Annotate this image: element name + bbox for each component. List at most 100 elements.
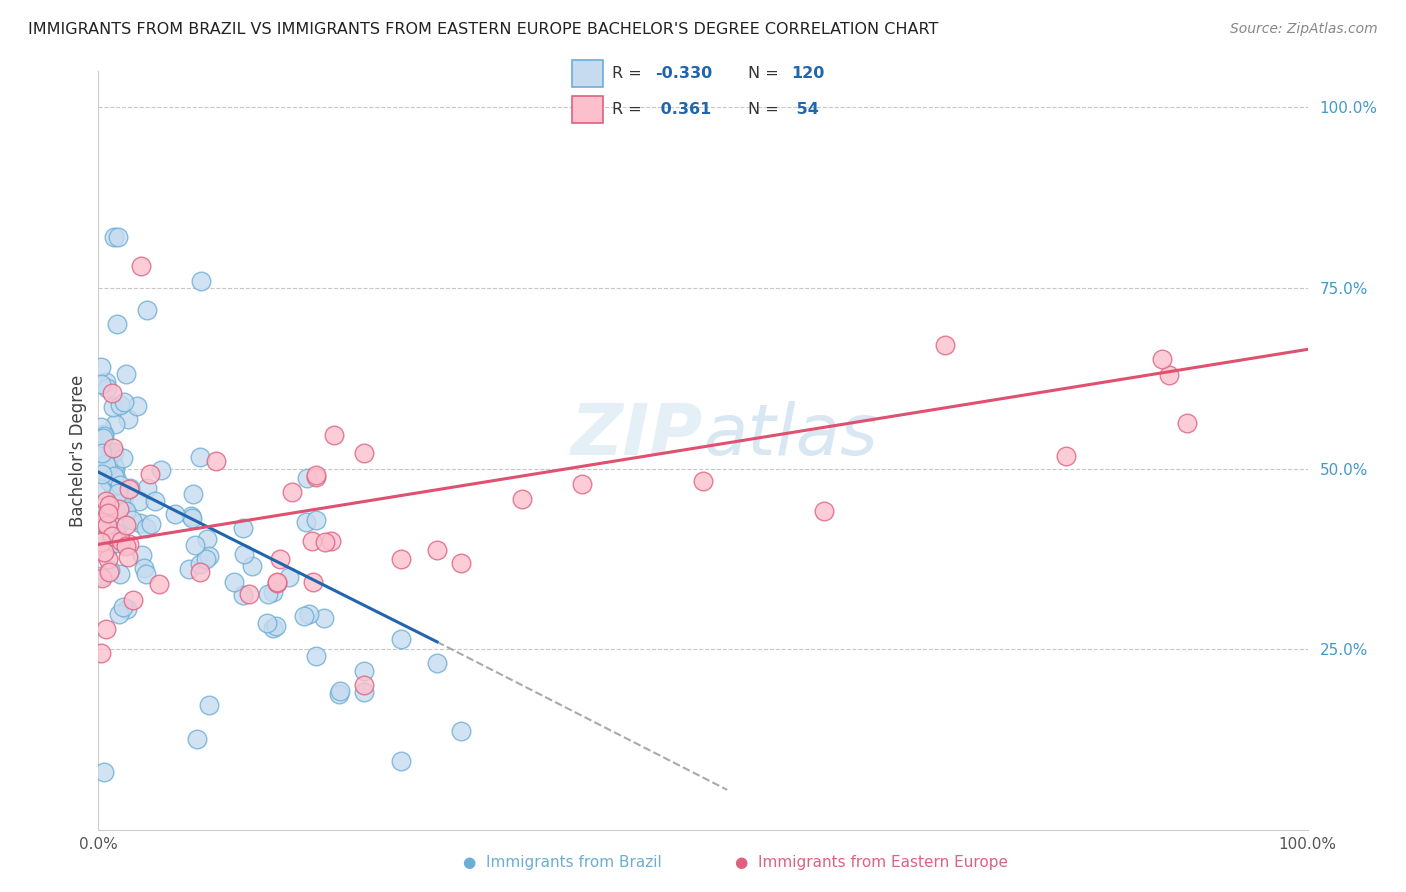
Point — [117, 550, 139, 565]
Point — [195, 552, 218, 566]
Point — [105, 525, 128, 540]
Point — [90, 571, 112, 585]
Point — [94, 375, 117, 389]
Point — [108, 478, 131, 492]
Point — [107, 486, 129, 500]
Text: 120: 120 — [792, 66, 825, 81]
Point — [101, 480, 124, 494]
Point — [205, 454, 228, 468]
Point — [262, 585, 284, 599]
Bar — [572, 96, 603, 123]
Point — [353, 678, 375, 692]
Text: Source: ZipAtlas.com: Source: ZipAtlas.com — [1230, 22, 1378, 37]
Point — [305, 649, 328, 664]
Point — [195, 532, 218, 546]
Point — [328, 687, 350, 701]
Point — [266, 575, 288, 590]
Point — [125, 399, 148, 413]
Point — [180, 508, 202, 523]
Point — [150, 463, 173, 477]
Point — [94, 494, 117, 508]
Point — [101, 401, 124, 415]
Point — [232, 588, 254, 602]
Point — [97, 565, 120, 579]
Point — [181, 511, 204, 525]
Point — [135, 521, 157, 535]
Point — [97, 464, 120, 478]
Point — [305, 468, 328, 483]
Point — [232, 547, 254, 561]
Point — [117, 483, 139, 497]
Point — [295, 470, 318, 484]
Text: N =: N = — [748, 66, 785, 81]
Point — [108, 398, 131, 412]
Point — [305, 513, 328, 527]
Point — [264, 619, 287, 633]
Point — [91, 467, 114, 481]
Point — [103, 468, 125, 483]
Point — [353, 446, 375, 460]
Point — [571, 477, 593, 491]
Point — [294, 516, 316, 530]
Point — [90, 515, 112, 529]
Point — [115, 601, 138, 615]
Point — [389, 551, 412, 566]
Point — [135, 302, 157, 317]
Text: ●  Immigrants from Eastern Europe: ● Immigrants from Eastern Europe — [735, 855, 1008, 870]
Text: atlas: atlas — [703, 401, 877, 470]
Point — [389, 754, 412, 768]
Point — [450, 723, 472, 738]
Y-axis label: Bachelor's Degree: Bachelor's Degree — [69, 375, 87, 526]
Point — [266, 575, 288, 590]
Point — [132, 561, 155, 575]
Point — [305, 470, 328, 484]
Text: 54: 54 — [792, 102, 820, 117]
Point — [232, 521, 254, 535]
Point — [426, 656, 449, 670]
Point — [115, 539, 138, 553]
Point — [100, 523, 122, 537]
Point — [353, 684, 375, 698]
Point — [91, 441, 114, 455]
Point — [98, 498, 121, 512]
Point — [107, 514, 129, 528]
Point — [93, 429, 115, 443]
Point — [100, 446, 122, 460]
Point — [426, 542, 449, 557]
Point — [101, 385, 124, 400]
Point — [111, 493, 134, 508]
Point — [277, 569, 299, 583]
Point — [177, 562, 200, 576]
Text: N =: N = — [748, 102, 785, 117]
Text: R =: R = — [612, 102, 647, 117]
Point — [90, 646, 112, 660]
Point — [136, 481, 159, 495]
Point — [108, 516, 131, 531]
Point — [312, 611, 335, 625]
Point — [238, 587, 260, 601]
Point — [96, 459, 118, 474]
Point — [110, 567, 132, 582]
Point — [115, 504, 138, 518]
Point — [389, 632, 412, 646]
Point — [269, 552, 291, 566]
Point — [224, 574, 246, 589]
Point — [198, 549, 221, 564]
Point — [240, 558, 263, 573]
Point — [145, 494, 167, 508]
Point — [190, 274, 212, 288]
Point — [1152, 351, 1174, 366]
Text: IMMIGRANTS FROM BRAZIL VS IMMIGRANTS FROM EASTERN EUROPE BACHELOR'S DEGREE CORRE: IMMIGRANTS FROM BRAZIL VS IMMIGRANTS FRO… — [28, 22, 938, 37]
Point — [93, 544, 115, 558]
Point — [103, 230, 125, 244]
Point — [108, 502, 131, 516]
Point — [98, 474, 121, 488]
Point — [97, 467, 120, 482]
Point — [1157, 368, 1180, 382]
Point — [90, 482, 112, 496]
Point — [108, 607, 131, 621]
Text: ●  Immigrants from Brazil: ● Immigrants from Brazil — [463, 855, 662, 870]
Point — [128, 494, 150, 508]
Point — [292, 609, 315, 624]
Point — [139, 516, 162, 531]
